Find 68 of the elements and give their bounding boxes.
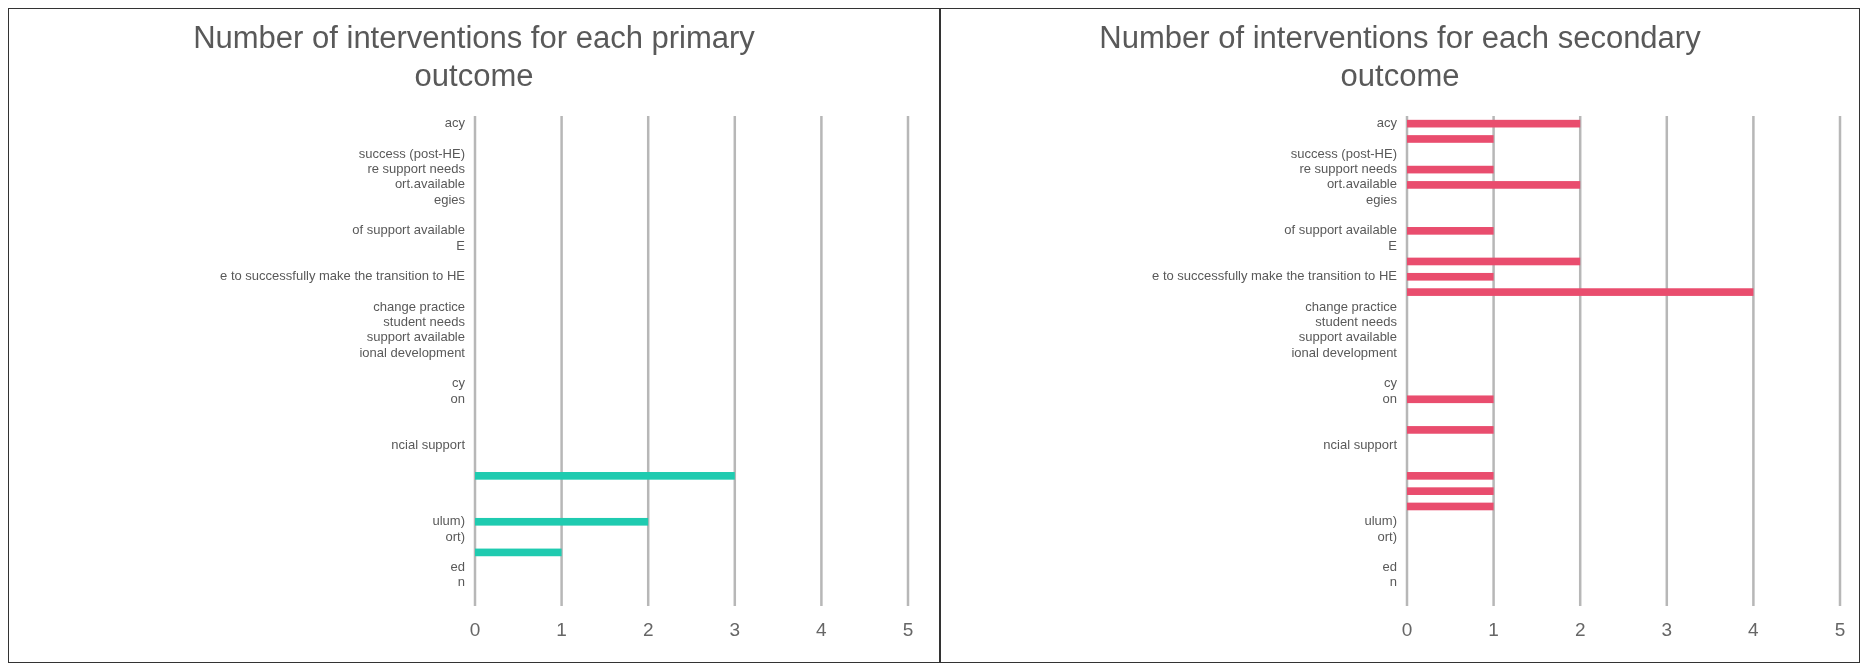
x-tick-label: 3	[1661, 619, 1673, 640]
bar	[1407, 135, 1494, 143]
chart-title: Number of interventions for each secondary outcome	[1099, 20, 1702, 93]
bar	[1407, 227, 1494, 235]
y-tick-label: success (post-HE)	[1290, 145, 1397, 161]
bar	[475, 517, 649, 526]
y-tick-label: ort)	[1377, 528, 1397, 544]
y-tick-label: of support available	[352, 222, 465, 238]
x-tick-label: 4	[816, 619, 828, 640]
y-tick-label: ional development	[359, 344, 466, 360]
y-tick-label: change practice	[1305, 298, 1397, 314]
x-tick-label: 3	[729, 619, 741, 640]
y-tick-label: n	[457, 574, 465, 590]
y-tick-label: ional development	[1291, 344, 1398, 360]
y-tick-label: on	[450, 390, 465, 406]
x-tick-label: 5	[902, 619, 914, 640]
y-tick-label: student needs	[1315, 314, 1398, 330]
bar	[475, 548, 562, 557]
y-tick-label: ulum)	[432, 513, 465, 529]
y-tick-label: ncial support	[391, 436, 466, 452]
x-tick-label: 2	[1574, 619, 1586, 640]
y-tick-label: E	[1388, 237, 1398, 253]
y-tick-label: e to successfully make the transition to HE	[220, 268, 466, 284]
bar	[1407, 165, 1494, 174]
y-tick-label: support available	[366, 329, 465, 345]
bar	[1407, 502, 1494, 511]
y-tick-label: E	[456, 237, 466, 253]
bar	[1407, 119, 1581, 128]
bar	[1407, 257, 1581, 266]
y-tick-label: ort.available	[394, 176, 465, 192]
chart-title: Number of interventions for each primary outcome	[193, 20, 756, 93]
bar	[1407, 395, 1494, 404]
y-tick-label: on	[1382, 390, 1397, 406]
x-tick-label: 2	[642, 619, 654, 640]
y-tick-label: success (post-HE)	[358, 145, 465, 161]
bar	[1407, 272, 1494, 281]
bar	[1407, 181, 1581, 189]
y-tick-label: acy	[1376, 115, 1398, 131]
bar	[1407, 426, 1494, 434]
y-tick-label: ed	[1382, 559, 1397, 575]
y-tick-label: support available	[1298, 329, 1397, 345]
bar	[475, 472, 735, 480]
y-tick-label: n	[1389, 574, 1397, 590]
y-tick-label: of support available	[1284, 222, 1397, 238]
x-tick-label: 4	[1748, 619, 1760, 640]
y-tick-label: cy	[1384, 375, 1398, 391]
x-tick-label: 5	[1834, 619, 1846, 640]
y-tick-label: ulum)	[1364, 513, 1397, 529]
bar	[1407, 288, 1754, 296]
y-tick-label: ncial support	[1323, 436, 1398, 452]
y-tick-label: change practice	[373, 298, 465, 314]
x-tick-label: 0	[469, 619, 481, 640]
y-tick-label: e to successfully make the transition to HE	[1152, 268, 1398, 284]
y-tick-label: egies	[1365, 191, 1398, 207]
bar	[1407, 472, 1494, 480]
y-tick-label: ort.available	[1326, 176, 1397, 192]
x-tick-label: 0	[1401, 619, 1413, 640]
x-tick-label: 1	[556, 619, 567, 640]
y-tick-label: egies	[433, 191, 466, 207]
bar	[1407, 487, 1494, 495]
x-tick-label: 1	[1488, 619, 1499, 640]
y-tick-label: ed	[450, 559, 465, 575]
y-tick-label: acy	[444, 115, 466, 131]
y-tick-label: student needs	[383, 314, 466, 330]
y-tick-label: ort)	[445, 528, 465, 544]
y-tick-label: re support needs	[1299, 161, 1398, 177]
y-tick-label: cy	[452, 375, 466, 391]
y-tick-label: re support needs	[367, 161, 466, 177]
